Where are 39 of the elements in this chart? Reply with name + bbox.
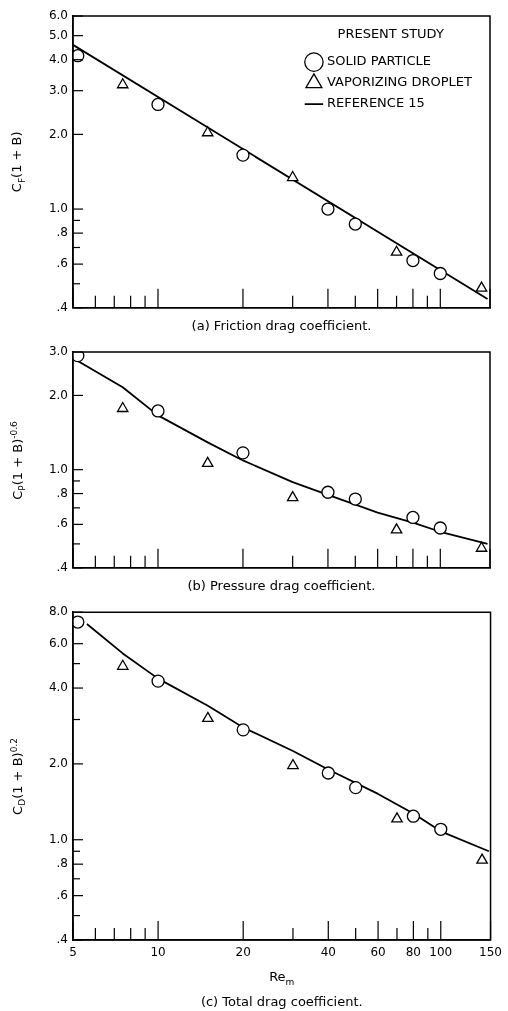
x-tick-label: 100 [429,945,453,960]
y-tick-label: 3.0 [48,344,68,359]
y-tick-label: .6 [56,516,68,531]
y-tick-label: .8 [56,485,68,500]
y-tick-label: 4.0 [48,51,68,66]
y-tick-label: 8.0 [48,604,68,619]
legend-label: SOLID PARTICLE [326,53,431,69]
legend-label: REFERENCE 15 [326,95,425,111]
y-tick-label: 6.0 [48,635,68,650]
y-tick-label: 1.0 [48,201,68,216]
x-tick-label: 60 [370,945,386,960]
y-tick-label: 1.0 [48,461,68,476]
x-axis-title: Re$_{m}$ [268,969,296,987]
y-tick-label: .4 [56,559,68,574]
y-tick-label: .4 [56,932,68,947]
x-tick-label: 80 [405,945,422,960]
y-tick-label: 2.0 [48,756,68,771]
text: (b) Pressure drag coefficient. [186,578,377,593]
x-tick-label: 20 [235,945,251,960]
y-tick-label: 1.0 [48,831,68,846]
text: (c) Total drag coefficient. [199,994,364,1009]
legend-title: PRESENT STUDY [337,25,444,41]
y-tick-label: .8 [56,225,68,240]
y-tick-label: 2.0 [48,126,68,141]
legend-label: VAPORIZING DROPLET [326,74,473,90]
x-tick-label: 10 [150,945,166,960]
x-tick-label: 150 [479,945,502,960]
text: (a) Friction drag coefficient. [190,318,373,333]
y-tick-label: 3.0 [48,82,68,97]
y-tick-label: 2.0 [48,387,68,402]
y-tick-label: .8 [56,856,68,871]
x-tick-label: 5 [69,945,77,960]
y-tick-label: .6 [56,256,68,271]
y-tick-label: 5.0 [48,27,68,42]
y-tick-label: 6.0 [48,8,68,23]
y-tick-label: 4.0 [48,680,68,695]
x-tick-label: 40 [320,945,336,960]
y-tick-label: .6 [56,887,68,902]
y-tick-label: .4 [56,299,68,314]
